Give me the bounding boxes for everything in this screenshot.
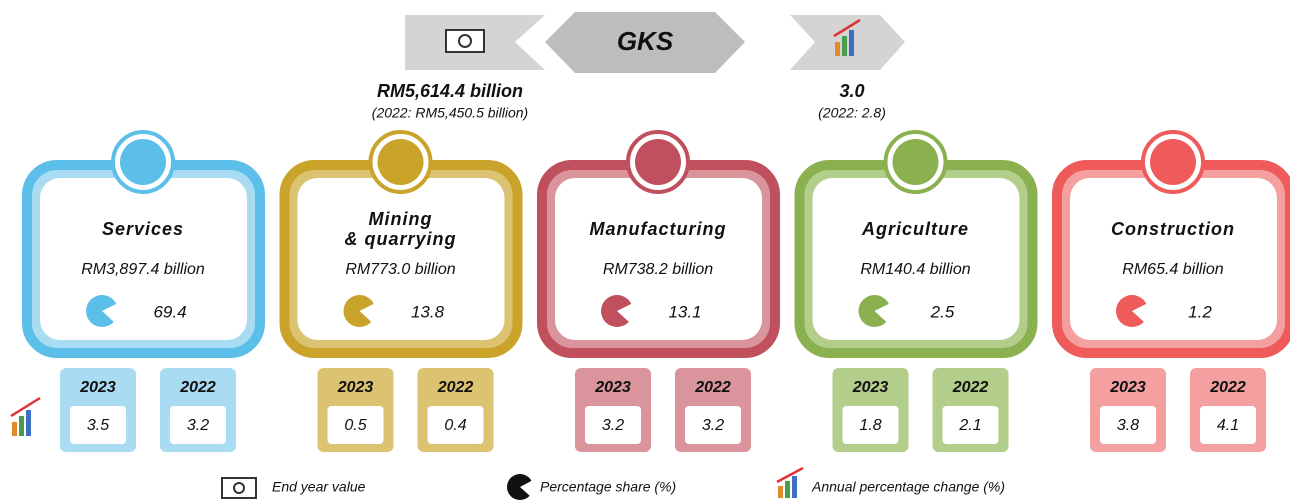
sector-icon-inner: [892, 139, 939, 185]
sector-name: Construction: [1111, 219, 1235, 239]
sector-value: RM65.4 billion: [1122, 261, 1223, 278]
year-label: 2023: [79, 379, 116, 396]
sector-name: Manufacturing: [590, 219, 727, 239]
sector-value: RM3,897.4 billion: [81, 261, 205, 278]
change-value: 3.2: [702, 417, 724, 434]
card-body: [555, 178, 762, 340]
year-label: 2023: [594, 379, 631, 396]
legend-label: Percentage share (%): [540, 479, 676, 495]
card-body: [812, 178, 1020, 340]
sector-icon-inner: [1150, 139, 1196, 185]
change-arrow: [790, 15, 905, 70]
card-body: [1070, 178, 1277, 340]
total-change: 3.0: [839, 81, 864, 101]
sector-value: RM773.0 billion: [345, 261, 455, 278]
legend-label: End year value: [272, 479, 366, 495]
side-growth-icon: [10, 396, 41, 436]
change-value: 3.2: [602, 417, 624, 434]
pie-icon-slice: [102, 303, 120, 322]
change-box: [1200, 406, 1256, 444]
change-box: [942, 406, 999, 444]
title-hexagon: [545, 12, 745, 73]
change-value: 3.5: [87, 417, 109, 434]
year-label: 2023: [1109, 379, 1146, 396]
sector-name: Agriculture: [861, 219, 969, 239]
pie-icon-slice: [617, 303, 635, 322]
year-label: 2023: [337, 379, 374, 396]
sector-value: RM738.2 billion: [603, 261, 713, 278]
change-value: 1.8: [859, 417, 881, 434]
money-icon: [445, 29, 485, 53]
sector-share: 69.4: [153, 302, 186, 321]
year-label: 2022: [952, 379, 989, 396]
sector-icon-inner: [120, 139, 166, 185]
growth-icon: [833, 18, 861, 56]
pie-icon-slice: [359, 303, 378, 322]
change-box: [170, 406, 226, 444]
legend-label: Annual percentage change (%): [811, 479, 1005, 495]
legend-money-icon: [221, 477, 257, 499]
sector-share: 13.1: [668, 302, 701, 321]
sector-value: RM140.4 billion: [860, 261, 970, 278]
change-value: 3.2: [187, 417, 209, 434]
year-label: 2022: [179, 379, 216, 396]
change-box: [70, 406, 126, 444]
year-label: 2022: [1209, 379, 1246, 396]
sector-name: Mining: [369, 209, 433, 229]
title: GKS: [617, 26, 674, 56]
change-value: 3.8: [1117, 417, 1139, 434]
sector-name: & quarrying: [344, 229, 456, 249]
total-value-prev: (2022: RM5,450.5 billion): [372, 105, 528, 121]
change-value: 4.1: [1217, 417, 1239, 434]
sector-icon-inner: [377, 139, 424, 185]
legend-pie-icon: [507, 474, 535, 500]
change-box: [585, 406, 641, 444]
year-label: 2023: [852, 379, 889, 396]
sector-name: Services: [102, 219, 184, 239]
total-change-prev: (2022: 2.8): [818, 105, 886, 121]
change-value: 2.1: [958, 417, 981, 434]
sector-share: 2.5: [930, 302, 955, 321]
year-label: 2022: [694, 379, 731, 396]
card-body: [40, 178, 247, 340]
change-value: 0.4: [444, 417, 466, 434]
sector-share: 13.8: [411, 302, 445, 321]
sector-icon-inner: [635, 139, 681, 185]
change-box: [1100, 406, 1156, 444]
change-box: [842, 406, 899, 444]
total-value: RM5,614.4 billion: [377, 81, 523, 101]
pie-icon-slice: [1132, 303, 1150, 322]
change-box: [327, 406, 384, 444]
pie-icon-slice: [874, 303, 893, 322]
change-box: [427, 406, 484, 444]
sector-share: 1.2: [1188, 302, 1212, 321]
year-label: 2022: [437, 379, 474, 396]
change-box: [685, 406, 741, 444]
legend-growth-icon: [776, 466, 804, 498]
change-value: 0.5: [344, 417, 366, 434]
card-body: [297, 178, 505, 340]
